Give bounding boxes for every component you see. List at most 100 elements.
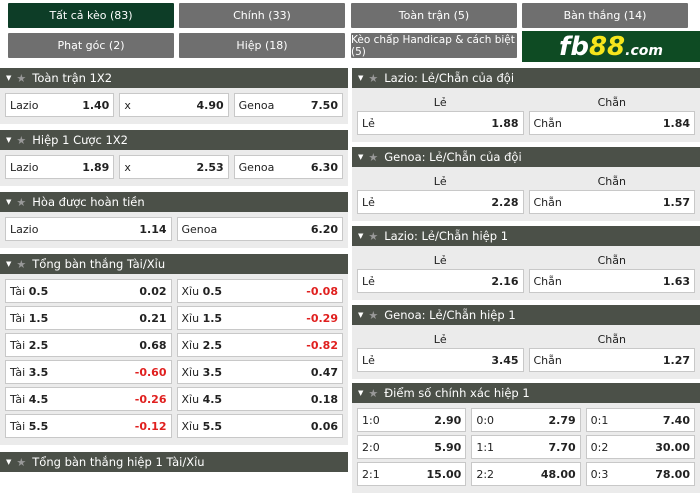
odds-label: Xỉu 2.5	[182, 339, 223, 352]
odds-cell[interactable]: Lẻ 2.28	[357, 190, 524, 214]
odds-cell[interactable]: Lẻ 3.45	[357, 348, 524, 372]
odds-cell[interactable]: 1:1 7.70	[471, 435, 581, 459]
collapse-caret-icon[interactable]: ▼	[358, 74, 364, 82]
collapse-caret-icon[interactable]: ▼	[358, 232, 364, 240]
line-value: 3.5	[28, 365, 49, 379]
collapse-caret-icon[interactable]: ▼	[358, 389, 364, 397]
odds-cell[interactable]: Genoa 7.50	[233, 93, 343, 117]
odds-cell[interactable]: Chẵn 1.27	[528, 348, 695, 372]
odds-cell[interactable]: Tài 2.5 0.68	[5, 333, 172, 357]
collapse-caret-icon[interactable]: ▼	[6, 260, 12, 268]
odds-cell[interactable]: 0:3 78.00	[585, 462, 695, 486]
odds-cell[interactable]: Xỉu 5.5 0.06	[176, 414, 343, 438]
odds-value: 1.63	[662, 274, 690, 288]
odds-value: 6.30	[310, 160, 338, 174]
collapse-caret-icon[interactable]: ▼	[6, 458, 12, 466]
favorite-star-icon[interactable]: ★	[16, 195, 27, 209]
odds-label: 1:1	[476, 441, 494, 454]
odds-value: 4.90	[196, 98, 224, 112]
section-header[interactable]: ▼ ★ Hòa được hoàn tiền	[0, 192, 348, 212]
odds-cell[interactable]: x 2.53	[119, 155, 229, 179]
odds-cell[interactable]: Xỉu 2.5 -0.82	[176, 333, 343, 357]
column-label: Lẻ	[433, 253, 447, 267]
column-label: Chẵn	[597, 253, 626, 267]
odds-cell[interactable]: 0:2 30.00	[585, 435, 695, 459]
section-header[interactable]: ▼ ★ Tổng bàn thắng hiệp 1 Tài/Xỉu	[0, 452, 348, 472]
odds-cell[interactable]: Tài 0.5 0.02	[5, 279, 172, 303]
selection-name: Lẻ	[362, 195, 375, 209]
favorite-star-icon[interactable]: ★	[368, 71, 379, 85]
favorite-star-icon[interactable]: ★	[16, 257, 27, 271]
odds-cell[interactable]: Xỉu 3.5 0.47	[176, 360, 343, 384]
selection-name: Tài	[10, 365, 26, 379]
odds-cell[interactable]: Lazio 1.14	[5, 217, 172, 241]
odds-label: Lazio	[10, 223, 38, 236]
odds-label: Chẵn	[534, 117, 562, 130]
odds-cell[interactable]: x 4.90	[119, 93, 229, 117]
tab-main[interactable]: Chính (33)	[179, 3, 345, 28]
odds-cell[interactable]: Genoa 6.20	[176, 217, 343, 241]
line-value: 5.5	[202, 419, 223, 433]
section-header[interactable]: ▼ ★ Điểm số chính xác hiệp 1	[352, 383, 700, 403]
odds-cell[interactable]: 1:0 2.90	[357, 408, 467, 432]
collapse-caret-icon[interactable]: ▼	[6, 198, 12, 206]
odds-cell[interactable]: 0:0 2.79	[471, 408, 581, 432]
favorite-star-icon[interactable]: ★	[368, 229, 379, 243]
odds-cell[interactable]: Tài 4.5 -0.26	[5, 387, 172, 411]
section-header[interactable]: ▼ ★ Lazio: Lẻ/Chẵn của đội	[352, 68, 700, 88]
section-header[interactable]: ▼ ★ Genoa: Lẻ/Chẵn của đội	[352, 147, 700, 167]
favorite-star-icon[interactable]: ★	[16, 71, 27, 85]
odds-cell[interactable]: Genoa 6.30	[233, 155, 343, 179]
favorite-star-icon[interactable]: ★	[16, 455, 27, 469]
odds-label: Genoa	[239, 99, 275, 112]
odds-cell[interactable]: Lẻ 2.16	[357, 269, 524, 293]
odds-cell[interactable]: 2:0 5.90	[357, 435, 467, 459]
selection-name: Genoa	[238, 98, 275, 112]
section-header[interactable]: ▼ ★ Tổng bàn thắng Tài/Xỉu	[0, 254, 348, 274]
section-header[interactable]: ▼ ★ Lazio: Lẻ/Chẵn hiệp 1	[352, 226, 700, 246]
collapse-caret-icon[interactable]: ▼	[358, 153, 364, 161]
odds-cell[interactable]: Chẵn 1.57	[528, 190, 695, 214]
favorite-star-icon[interactable]: ★	[368, 308, 379, 322]
tab-handicap[interactable]: Kèo chấp Handicap & cách biệt (5)	[351, 33, 517, 58]
tab-all[interactable]: Tất cả kèo (83)	[8, 3, 174, 28]
odds-cell[interactable]: Lazio 1.40	[5, 93, 115, 117]
favorite-star-icon[interactable]: ★	[368, 386, 379, 400]
odds-cell[interactable]: 2:1 15.00	[357, 462, 467, 486]
logo-domain: .com	[625, 42, 663, 59]
line-value: 3.5	[202, 365, 223, 379]
odds-label: Genoa	[239, 161, 275, 174]
tab-corners[interactable]: Phạt góc (2)	[8, 33, 174, 58]
odds-cell[interactable]: Chẵn 1.63	[528, 269, 695, 293]
odds-label: 0:2	[591, 441, 609, 454]
collapse-caret-icon[interactable]: ▼	[6, 74, 12, 82]
collapse-caret-icon[interactable]: ▼	[358, 311, 364, 319]
odds-cell[interactable]: Xỉu 4.5 0.18	[176, 387, 343, 411]
tab-half[interactable]: Hiệp (18)	[179, 33, 345, 58]
odds-cell[interactable]: Lazio 1.89	[5, 155, 115, 179]
favorite-star-icon[interactable]: ★	[16, 133, 27, 147]
section-header[interactable]: ▼ ★ Genoa: Lẻ/Chẵn hiệp 1	[352, 305, 700, 325]
odds-cell[interactable]: Tài 5.5 -0.12	[5, 414, 172, 438]
odds-value: 7.50	[310, 98, 338, 112]
section-header[interactable]: ▼ ★ Toàn trận 1X2	[0, 68, 348, 88]
collapse-caret-icon[interactable]: ▼	[6, 136, 12, 144]
tab-full-match[interactable]: Toàn trận (5)	[351, 3, 517, 28]
odds-cell[interactable]: Chẵn 1.84	[528, 111, 695, 135]
odds-cell[interactable]: Xỉu 0.5 -0.08	[176, 279, 343, 303]
market-section: ▼ ★ Genoa: Lẻ/Chẵn hiệp 1 Lẻ Chẵn Lẻ 3.45 Chẵn 1…	[352, 305, 700, 379]
favorite-star-icon[interactable]: ★	[368, 150, 379, 164]
section-title: Hiệp 1 Cược 1X2	[32, 133, 128, 147]
selection-name: Lẻ	[362, 353, 375, 367]
odds-cell[interactable]: 2:2 48.00	[471, 462, 581, 486]
section-header[interactable]: ▼ ★ Hiệp 1 Cược 1X2	[0, 130, 348, 150]
odds-cell[interactable]: 0:1 7.40	[585, 408, 695, 432]
tab-goals[interactable]: Bàn thắng (14)	[522, 3, 688, 28]
odds-value: 1.57	[662, 195, 690, 209]
odds-cell[interactable]: Lẻ 1.88	[357, 111, 524, 135]
odds-cell[interactable]: Xỉu 1.5 -0.29	[176, 306, 343, 330]
odds-cell[interactable]: Tài 3.5 -0.60	[5, 360, 172, 384]
odds-cell[interactable]: Tài 1.5 0.21	[5, 306, 172, 330]
selection-name: Chẵn	[533, 274, 562, 288]
selection-name: Lazio	[10, 98, 39, 112]
